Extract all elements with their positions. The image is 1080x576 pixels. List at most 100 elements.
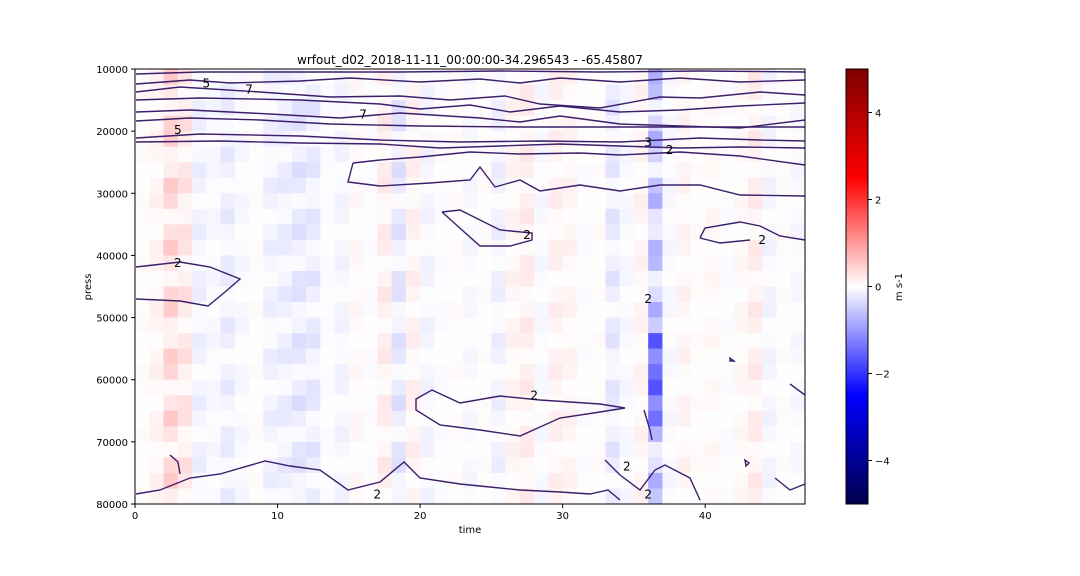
heatmap-cell — [234, 239, 250, 256]
heatmap-cell — [363, 270, 378, 287]
colorbar-tick-label: 4 — [875, 109, 881, 120]
heatmap-cell — [163, 457, 179, 474]
heatmap-cell — [306, 333, 321, 349]
heatmap-cell — [648, 115, 663, 132]
heatmap-cell — [135, 146, 150, 163]
heatmap-cell — [534, 302, 549, 318]
heatmap-cell — [377, 208, 392, 225]
heatmap-cell — [405, 224, 421, 241]
heatmap-cell — [234, 193, 250, 210]
heatmap-cell — [220, 239, 236, 256]
heatmap-cell — [633, 177, 649, 194]
heatmap-cell — [263, 441, 278, 458]
heatmap-cell — [633, 270, 649, 287]
heatmap-cell — [291, 100, 307, 116]
heatmap-cell — [434, 395, 449, 412]
heatmap-cell — [477, 426, 492, 443]
heatmap-cell — [291, 348, 307, 365]
heatmap-cell — [163, 410, 179, 427]
heatmap-cell — [776, 270, 792, 287]
heatmap-cell — [633, 472, 649, 489]
heatmap-cell — [719, 410, 735, 427]
heatmap-cell — [135, 457, 150, 474]
heatmap-cell — [206, 333, 221, 349]
heatmap-cell — [662, 302, 678, 318]
heatmap-cell — [477, 115, 492, 132]
heatmap-cell — [434, 379, 449, 396]
heatmap-cell — [477, 131, 492, 147]
heatmap-cell — [591, 379, 606, 396]
heatmap-cell — [477, 69, 492, 85]
heatmap-cell — [519, 146, 535, 163]
heatmap-cell — [206, 410, 221, 427]
heatmap-cell — [762, 379, 777, 396]
heatmap-cell — [291, 364, 307, 381]
heatmap-cell — [719, 224, 735, 241]
heatmap-cell — [220, 146, 236, 163]
heatmap-cell — [177, 457, 193, 474]
heatmap-cell — [263, 364, 278, 381]
heatmap-cell — [149, 348, 164, 365]
heatmap-cell — [420, 348, 435, 365]
heatmap-cell — [263, 457, 278, 474]
heatmap-cell — [591, 364, 606, 381]
heatmap-cell — [719, 270, 735, 287]
heatmap-cell — [149, 131, 164, 147]
heatmap-cell — [135, 302, 150, 318]
heatmap-cell — [591, 302, 606, 318]
heatmap-cell — [505, 379, 521, 396]
heatmap-cell — [220, 208, 236, 225]
heatmap-cell — [477, 457, 492, 474]
heatmap-cell — [234, 395, 250, 412]
y-axis: 10000 20000 30000 40000 50000 60000 70000 80000 — [96, 65, 135, 511]
heatmap-cell — [306, 302, 321, 318]
heatmap-cell — [605, 457, 620, 474]
heatmap-cell — [220, 379, 236, 396]
heatmap-cell — [391, 255, 407, 272]
heatmap-cell — [420, 364, 435, 381]
heatmap-cell — [477, 239, 492, 256]
heatmap-cell — [790, 441, 805, 458]
heatmap-cell — [562, 364, 578, 381]
heatmap-cell — [576, 239, 592, 256]
heatmap-cell — [762, 177, 777, 194]
heatmap-cell — [348, 208, 364, 225]
heatmap-cell — [249, 131, 264, 147]
heatmap-cell — [491, 395, 506, 412]
y-tick-label: 60000 — [96, 376, 128, 387]
heatmap-cell — [505, 472, 521, 489]
heatmap-cell — [776, 177, 792, 194]
heatmap-cell — [149, 472, 164, 489]
heatmap-cell — [633, 193, 649, 210]
heatmap-cell — [648, 379, 663, 396]
heatmap-cell — [648, 131, 663, 147]
heatmap-cell — [249, 395, 264, 412]
heatmap-cell — [377, 146, 392, 163]
heatmap-cell — [776, 302, 792, 318]
heatmap-cell — [249, 115, 264, 132]
contour-label: 2 — [623, 460, 631, 474]
heatmap-cell — [576, 488, 592, 504]
heatmap-cell — [234, 333, 250, 349]
heatmap-cell — [306, 441, 321, 458]
heatmap-cell — [477, 364, 492, 381]
heatmap-cell — [363, 84, 378, 101]
heatmap-cell — [405, 302, 421, 318]
heatmap-cell — [633, 364, 649, 381]
heatmap-cell — [648, 348, 663, 365]
heatmap-cell — [705, 472, 720, 489]
heatmap-cell — [591, 193, 606, 210]
heatmap-cell — [149, 395, 164, 412]
heatmap-cell — [733, 302, 749, 318]
heatmap-cell — [662, 348, 678, 365]
heatmap-cell — [220, 410, 236, 427]
heatmap-cell — [291, 162, 307, 179]
heatmap-cell — [733, 224, 749, 241]
heatmap-cell — [662, 224, 678, 241]
heatmap-cell — [719, 317, 735, 334]
heatmap-cell — [676, 302, 692, 318]
heatmap-cell — [762, 146, 777, 163]
y-tick-label: 20000 — [96, 127, 128, 138]
colorbar-ticks: −4 −2 0 2 4 — [868, 109, 890, 468]
heatmap-cell — [605, 488, 620, 504]
